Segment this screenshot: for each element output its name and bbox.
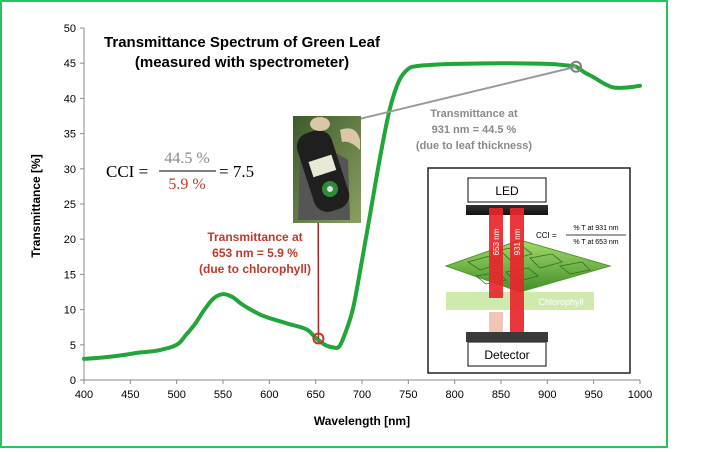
nir-annotation: Transmittance at 931 nm = 44.5 % (due to…	[416, 108, 532, 152]
detector-label: Detector	[484, 348, 529, 362]
cci-formula-lhs: CCI =	[106, 162, 148, 181]
detector-box	[467, 341, 547, 367]
x-tick-label: 950	[584, 389, 602, 401]
y-tick-label: 15	[64, 269, 76, 281]
data-point-marker	[312, 332, 325, 345]
y-tick-label: 40	[64, 93, 76, 105]
cci-formula-result: = 7.5	[219, 162, 254, 181]
x-ticks: 400 450 500 550 600 650 700 750 800 850 900 950 1000	[75, 380, 652, 401]
nir-annotation-line-1: Transmittance at	[430, 108, 518, 120]
x-tick-label: 550	[214, 389, 232, 401]
x-tick-label: 650	[306, 389, 324, 401]
beam-931	[510, 208, 524, 332]
cci-formula-denominator: 5.9 %	[168, 176, 205, 193]
y-tick-label: 35	[64, 129, 76, 141]
nir-annotation-line-3: (due to leaf thickness)	[416, 140, 532, 152]
sensor-diagram: LED Chlorophyll 653 nm 931 nm Detector C…	[427, 167, 631, 374]
x-tick-label: 450	[121, 389, 139, 401]
y-tick-label: 0	[70, 375, 76, 387]
beam-931-label: 931 nm	[513, 228, 522, 255]
x-tick-label: 600	[260, 389, 278, 401]
data-point-marker	[570, 60, 583, 73]
x-tick-label: 700	[353, 389, 371, 401]
led-emitter	[466, 205, 548, 215]
y-axis-label: Transmittance [%]	[29, 154, 43, 257]
beam-653-label: 653 nm	[492, 228, 501, 255]
x-tick-label: 900	[538, 389, 556, 401]
meter-photo	[293, 116, 361, 223]
y-tick-label: 5	[70, 340, 76, 352]
y-tick-label: 50	[64, 23, 76, 35]
red-annotation-line-2: 653 nm = 5.9 %	[212, 246, 298, 260]
y-tick-label: 20	[64, 234, 76, 246]
x-tick-label: 500	[167, 389, 185, 401]
x-tick-label: 750	[399, 389, 417, 401]
chlorophyll-label: Chlorophyll	[538, 297, 583, 307]
inset-cci-numerator: % T at 931 nm	[573, 225, 618, 232]
inset-cci-denominator: % T at 653 nm	[573, 239, 618, 246]
cci-formula-numerator: 44.5 %	[164, 150, 209, 167]
led-label: LED	[495, 184, 519, 198]
chart-subtitle: (measured with spectrometer)	[135, 54, 349, 71]
x-tick-label: 400	[75, 389, 93, 401]
x-tick-label: 850	[492, 389, 510, 401]
beam-653	[489, 208, 503, 298]
nir-annotation-line-2: 931 nm = 44.5 %	[432, 124, 517, 136]
y-tick-label: 25	[64, 199, 76, 211]
y-tick-label: 30	[64, 164, 76, 176]
markers	[312, 60, 583, 345]
red-annotation-line-3: (due to chlorophyll)	[199, 262, 311, 276]
y-tick-label: 45	[64, 58, 76, 70]
beam-653-faint	[489, 312, 503, 332]
inset-cci-label: CCI =	[536, 231, 557, 240]
led-box	[467, 177, 547, 203]
axes: 0 5 10 15 20 25 30 35 40 45 50 400 450 500 550 600 650 7…	[64, 23, 652, 401]
x-tick-label: 1000	[628, 389, 652, 401]
x-axis-label: Wavelength [nm]	[314, 414, 410, 428]
figure-frame	[0, 0, 668, 448]
nir-connector-line	[321, 65, 577, 129]
red-annotation: Transmittance at 653 nm = 5.9 % (due to …	[199, 230, 311, 276]
cci-formula: CCI = 44.5 % 5.9 % = 7.5	[106, 150, 254, 193]
red-annotation-line-1: Transmittance at	[207, 230, 302, 244]
chart-title: Transmittance Spectrum of Green Leaf	[104, 34, 381, 51]
y-tick-label: 10	[64, 305, 76, 317]
x-tick-label: 800	[445, 389, 463, 401]
y-ticks: 0 5 10 15 20 25 30 35 40 45 50	[64, 23, 84, 387]
detector-sensor	[466, 332, 548, 342]
